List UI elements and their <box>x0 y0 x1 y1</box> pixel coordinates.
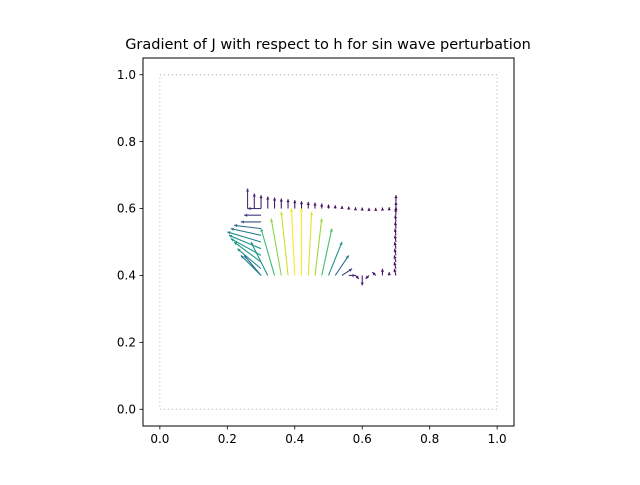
y-tick-label: 1.0 <box>117 68 136 82</box>
x-tick-label: 0.6 <box>353 432 372 446</box>
y-tick-label: 0.0 <box>117 402 136 416</box>
x-tick-label: 0.4 <box>285 432 304 446</box>
y-tick-label: 0.8 <box>117 135 136 149</box>
chart-title: Gradient of J with respect to h for sin … <box>125 37 531 53</box>
y-tick-label: 0.4 <box>117 269 136 283</box>
x-tick-label: 0.2 <box>218 432 237 446</box>
x-tick-label: 0.8 <box>420 432 439 446</box>
y-tick-label: 0.6 <box>117 202 136 216</box>
y-tick-label: 0.2 <box>117 336 136 350</box>
x-tick-label: 0.0 <box>150 432 169 446</box>
x-tick-label: 1.0 <box>488 432 507 446</box>
